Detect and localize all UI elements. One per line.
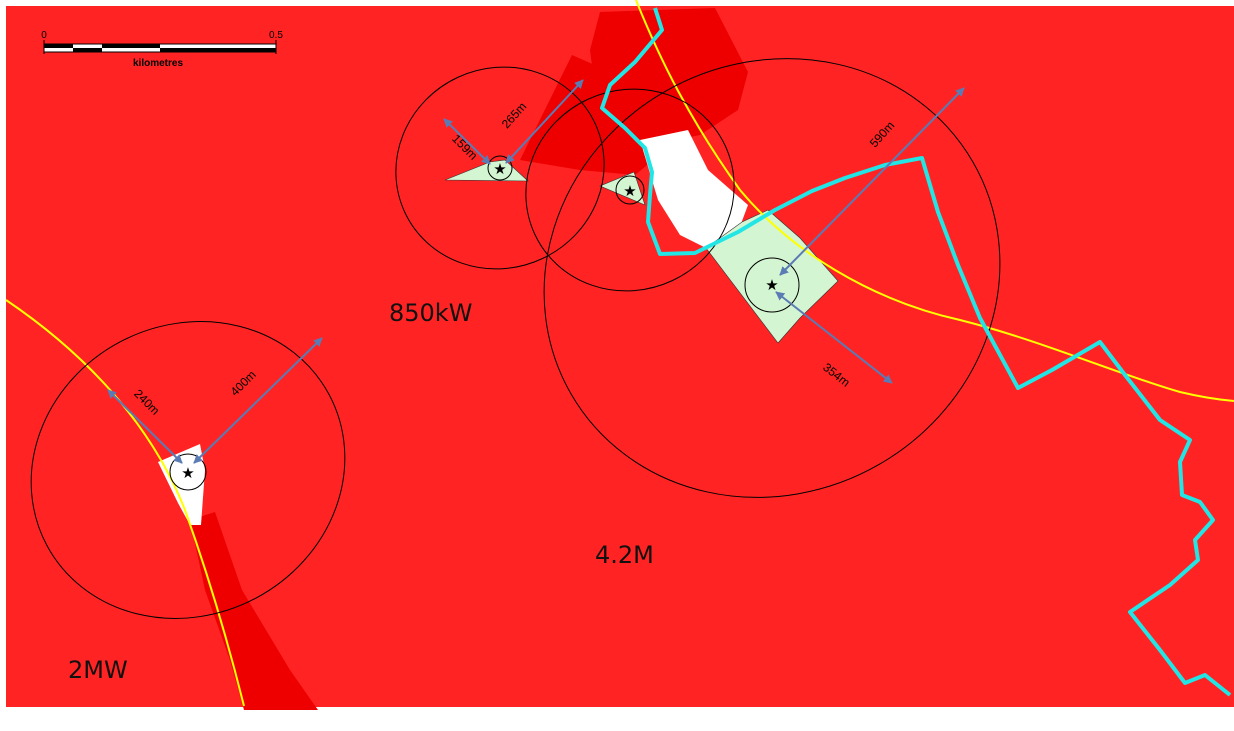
star-icon[interactable]: ★ [623,182,636,200]
clear-zone-centre [640,130,748,250]
scale-bar: 0 0.5 kilometres [41,30,283,69]
arrow-265m [505,79,584,164]
rotor-circle-4-2m [744,257,800,313]
label-4-2m: 4.2M [595,541,654,569]
buffer-ellipse-850kw [395,66,605,270]
clear-zone-left [158,444,205,525]
site-small-2 [599,171,646,206]
scale-start-label: 0 [41,30,47,41]
dark-zone-wedge-lower [190,512,318,710]
arrow-159m [443,118,491,165]
star-icon[interactable]: ★ [493,160,506,178]
arrow-354m [775,291,893,384]
star-icon[interactable]: ★ [181,464,194,482]
yellow-line-left [5,299,245,707]
star-icon[interactable]: ★ [765,276,778,294]
scale-unit-label: kilometres [133,58,183,69]
buffer-ellipse-4-2m [543,58,1001,498]
buffer-ellipse-mid [525,88,735,292]
rotor-circle-mid [615,175,645,205]
label-2mw: 2MW [68,656,128,684]
arrow-240m [107,389,183,464]
arrow-590m [779,87,965,276]
yellow-line-right [635,0,1234,402]
rotor-circle-2mw [169,453,207,491]
site-small-1 [444,159,529,182]
label-850kw: 850kW [389,299,472,327]
buffer-ellipse-2mw [30,321,346,619]
scale-end-label: 0.5 [269,30,283,41]
rotor-circle-850kw [487,155,513,181]
arrow-400m [193,337,323,464]
